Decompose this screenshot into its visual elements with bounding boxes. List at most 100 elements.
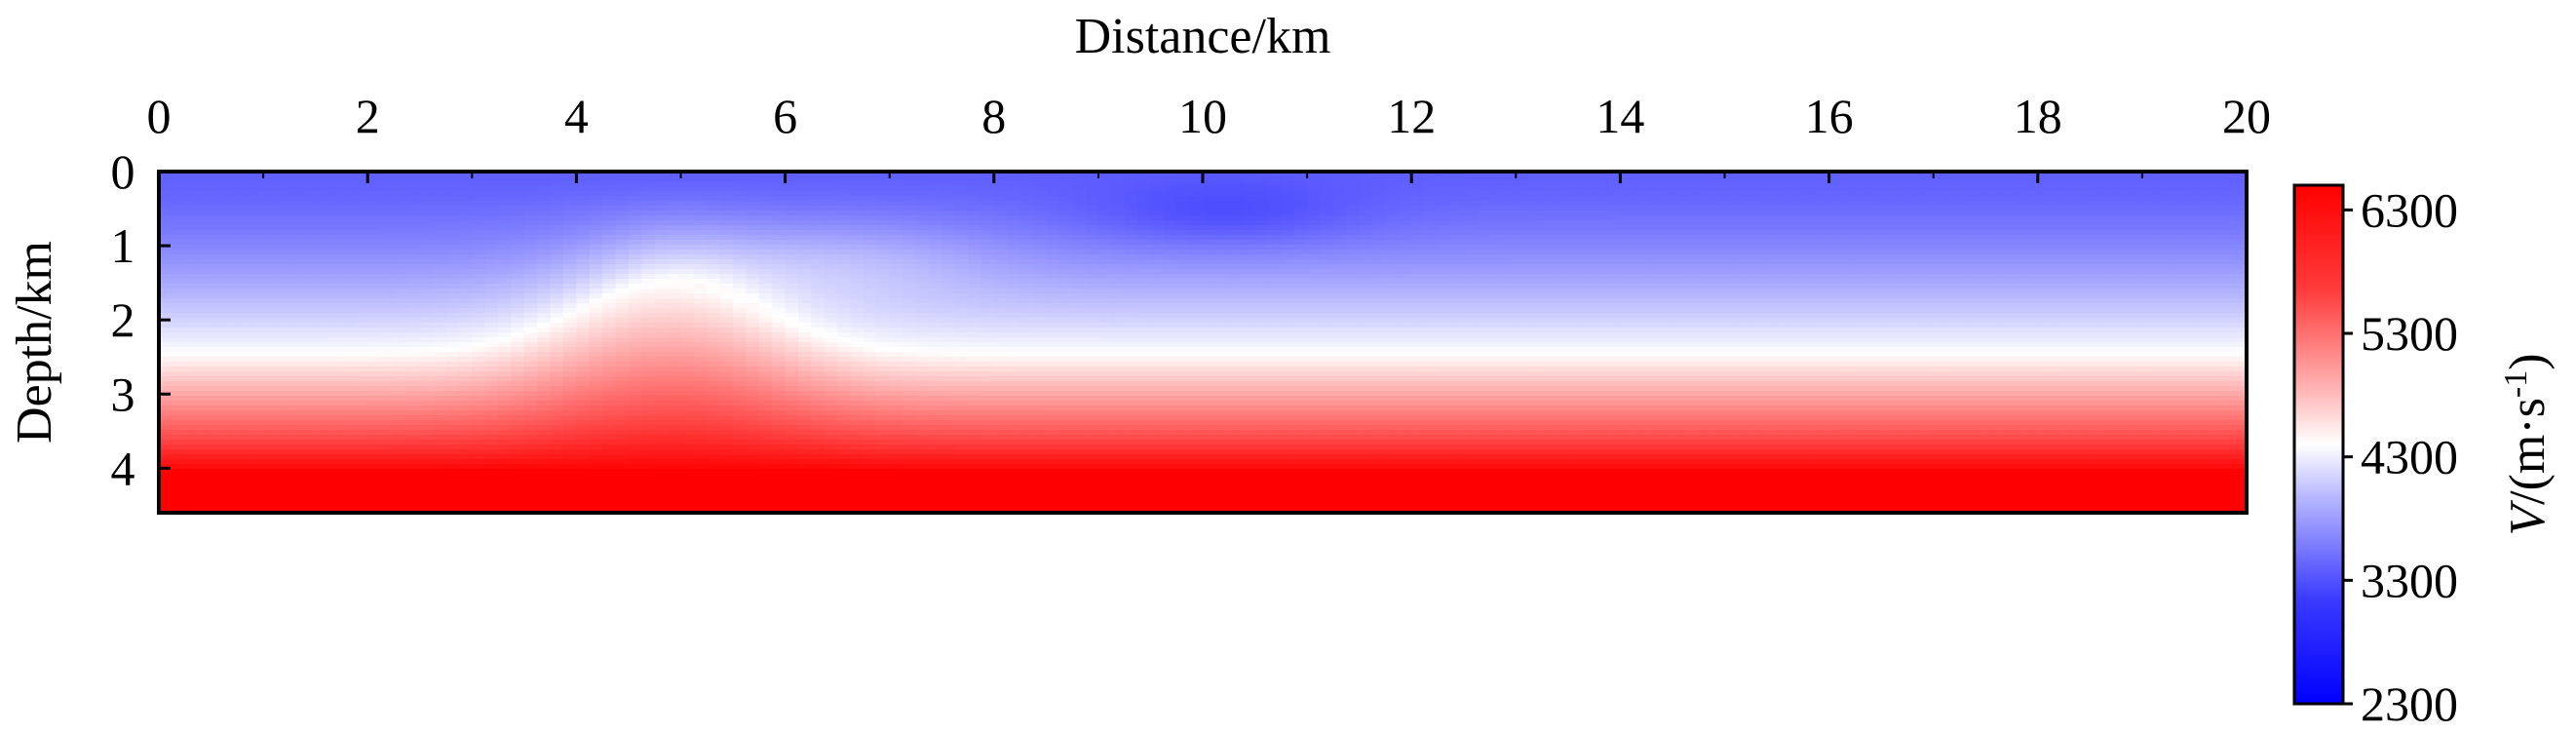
heatmap-cell <box>707 483 721 489</box>
heatmap-cell <box>993 435 1008 441</box>
heatmap-cell <box>237 401 251 406</box>
heatmap-cell <box>863 371 877 377</box>
heatmap-cell <box>276 318 290 324</box>
heatmap-cell <box>263 176 278 182</box>
heatmap-cell <box>993 503 1008 509</box>
heatmap-cell <box>237 289 251 294</box>
heatmap-cell <box>159 235 173 241</box>
heatmap-cell <box>406 459 421 465</box>
heatmap-cell <box>276 396 290 402</box>
heatmap-cell <box>628 298 642 304</box>
heatmap-cell <box>302 357 317 363</box>
heatmap-cell <box>250 303 264 309</box>
heatmap-cell <box>850 206 865 212</box>
heatmap-cell <box>641 191 656 197</box>
heatmap-cell <box>433 318 447 324</box>
heatmap-cell <box>772 191 787 197</box>
heatmap-cell <box>419 430 434 436</box>
heatmap-cell <box>1058 406 1073 411</box>
heatmap-cell <box>472 415 486 421</box>
heatmap-cell <box>1046 342 1060 348</box>
heatmap-cell <box>250 259 264 265</box>
heatmap-cell <box>668 488 682 494</box>
heatmap-cell <box>785 254 799 260</box>
heatmap-cell <box>159 376 173 382</box>
heatmap-cell <box>719 474 734 480</box>
heatmap-cell <box>903 386 917 392</box>
heatmap-cell <box>223 396 238 402</box>
heatmap-cell <box>772 357 787 363</box>
heatmap-cell <box>263 284 278 290</box>
heatmap-cell <box>1072 357 1087 363</box>
heatmap-cell <box>1032 435 1047 441</box>
heatmap-cell <box>758 240 773 246</box>
heatmap-cell <box>550 259 564 265</box>
heatmap-cell <box>837 406 852 411</box>
heatmap-cell <box>393 444 407 450</box>
heatmap-cell <box>223 454 238 460</box>
heatmap-cell <box>367 323 382 328</box>
heatmap-cell <box>824 220 838 226</box>
heatmap-cell <box>550 220 564 226</box>
heatmap-cell <box>980 425 995 431</box>
heatmap-cell <box>824 215 838 221</box>
heatmap-cell <box>811 362 826 367</box>
heatmap-cell <box>693 479 708 484</box>
heatmap-cell <box>615 220 630 226</box>
heatmap-cell <box>641 352 656 358</box>
heatmap-cell <box>758 420 773 426</box>
heatmap-cell <box>198 264 212 270</box>
heatmap-cell <box>772 313 787 319</box>
heatmap-cell <box>433 381 447 387</box>
heatmap-cell <box>263 391 278 397</box>
heatmap-cell <box>824 396 838 402</box>
heatmap-cell <box>628 215 642 221</box>
heatmap-cell <box>602 479 617 484</box>
heatmap-cell <box>641 332 656 338</box>
heatmap-cell <box>523 449 538 455</box>
heatmap-cell <box>498 230 513 236</box>
heatmap-cell <box>276 206 290 212</box>
heatmap-cell <box>198 211 212 216</box>
heatmap-cell <box>276 269 290 275</box>
heatmap-cell <box>850 176 865 182</box>
heatmap-cell <box>433 493 447 499</box>
heatmap-cell <box>641 323 656 328</box>
heatmap-cell <box>850 381 865 387</box>
heatmap-cell <box>928 386 942 392</box>
heatmap-cell <box>746 352 760 358</box>
heatmap-cell <box>850 240 865 246</box>
heatmap-cell <box>1007 191 1021 197</box>
heatmap-cell <box>811 269 826 275</box>
heatmap-cell <box>419 328 434 333</box>
heatmap-cell <box>354 474 368 480</box>
heatmap-cell <box>328 444 343 450</box>
heatmap-cell <box>172 293 186 299</box>
heatmap-cell <box>733 328 748 333</box>
heatmap-cell <box>288 303 303 309</box>
heatmap-cell <box>824 420 838 426</box>
heatmap-cell <box>550 181 564 187</box>
heatmap-cell <box>250 352 264 358</box>
heatmap-cell <box>903 332 917 338</box>
heatmap-cell <box>445 284 460 290</box>
heatmap-cell <box>172 420 186 426</box>
heatmap-cell <box>968 225 982 231</box>
heatmap-cell <box>589 230 603 236</box>
heatmap-cell <box>563 196 577 202</box>
heatmap-cell <box>889 357 904 363</box>
heatmap-cell <box>993 440 1008 445</box>
heatmap-cell <box>1007 225 1021 231</box>
heatmap-cell <box>758 245 773 251</box>
heatmap-cell <box>1058 479 1073 484</box>
heatmap-cell <box>302 323 317 328</box>
heatmap-cell <box>942 381 956 387</box>
heatmap-cell <box>159 186 173 192</box>
heatmap-cell <box>1085 284 1099 290</box>
heatmap-cell <box>615 459 630 465</box>
heatmap-cell <box>785 479 799 484</box>
heatmap-cell <box>354 172 368 177</box>
heatmap-cell <box>993 391 1008 397</box>
heatmap-cell <box>1046 215 1060 221</box>
heatmap-cell <box>1058 386 1073 392</box>
